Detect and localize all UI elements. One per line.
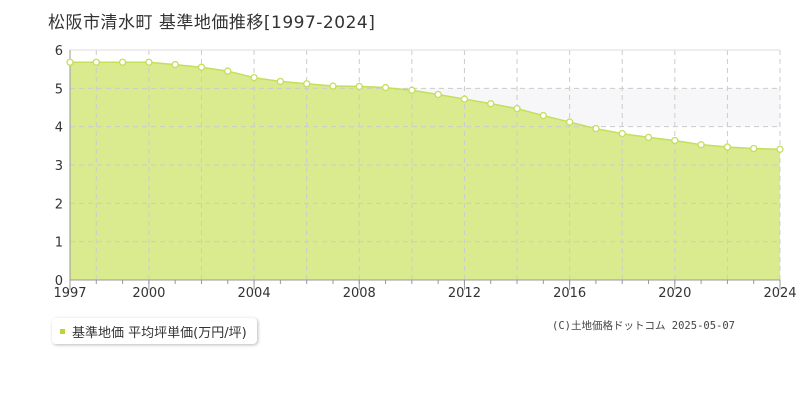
y-tick-label: 4 [55, 121, 63, 136]
data-point [408, 86, 416, 94]
copyright-credit: (C)土地価格ドットコム 2025-05-07 [552, 320, 736, 332]
data-point [723, 143, 732, 151]
x-tick-label: 2020 [658, 286, 691, 301]
data-point [224, 67, 232, 75]
y-tick-label: 3 [55, 159, 63, 174]
data-point [671, 136, 679, 145]
data-point [565, 118, 574, 126]
data-point [697, 141, 705, 149]
y-tick-label: 2 [55, 197, 63, 212]
data-point [303, 80, 311, 88]
series-area [70, 62, 780, 281]
data-point [276, 77, 285, 86]
data-point [487, 100, 495, 108]
data-point [197, 63, 206, 71]
data-point [250, 73, 258, 82]
y-tick-label: 0 [55, 274, 63, 289]
data-point [329, 82, 337, 90]
x-tick-label: 2000 [132, 286, 165, 301]
data-point [355, 82, 363, 91]
legend-label: 基準地価 平均坪単価(万円/坪) [72, 325, 247, 341]
x-tick-label: 1997 [53, 286, 86, 301]
y-tick-label: 1 [55, 236, 63, 251]
series-line [70, 61, 781, 151]
x-tick-label: 2008 [343, 286, 376, 301]
data-point [92, 58, 100, 66]
x-tick-label: 2024 [763, 286, 796, 301]
x-tick-label: 2004 [238, 286, 271, 301]
data-point [381, 83, 390, 92]
data-point [776, 145, 784, 153]
data-point [66, 58, 74, 66]
y-tick-label: 5 [55, 82, 63, 97]
x-tick-label: 2012 [448, 286, 481, 301]
data-point [434, 90, 442, 99]
chart-title: 松阪市清水町 基準地価推移[1997-2024] [48, 13, 376, 33]
data-point [171, 60, 179, 69]
y-tick-label: 6 [55, 44, 63, 59]
data-point [644, 133, 653, 142]
data-point [592, 124, 600, 133]
data-point [145, 58, 153, 66]
legend: 基準地価 平均坪単価(万円/坪) [52, 318, 257, 344]
data-point [460, 95, 469, 103]
data-point [513, 105, 521, 113]
data-point [539, 111, 547, 120]
x-tick-label: 2016 [553, 286, 586, 301]
data-point [750, 144, 758, 153]
legend-swatch [60, 328, 65, 334]
data-point [118, 58, 127, 66]
data-point [618, 129, 626, 138]
